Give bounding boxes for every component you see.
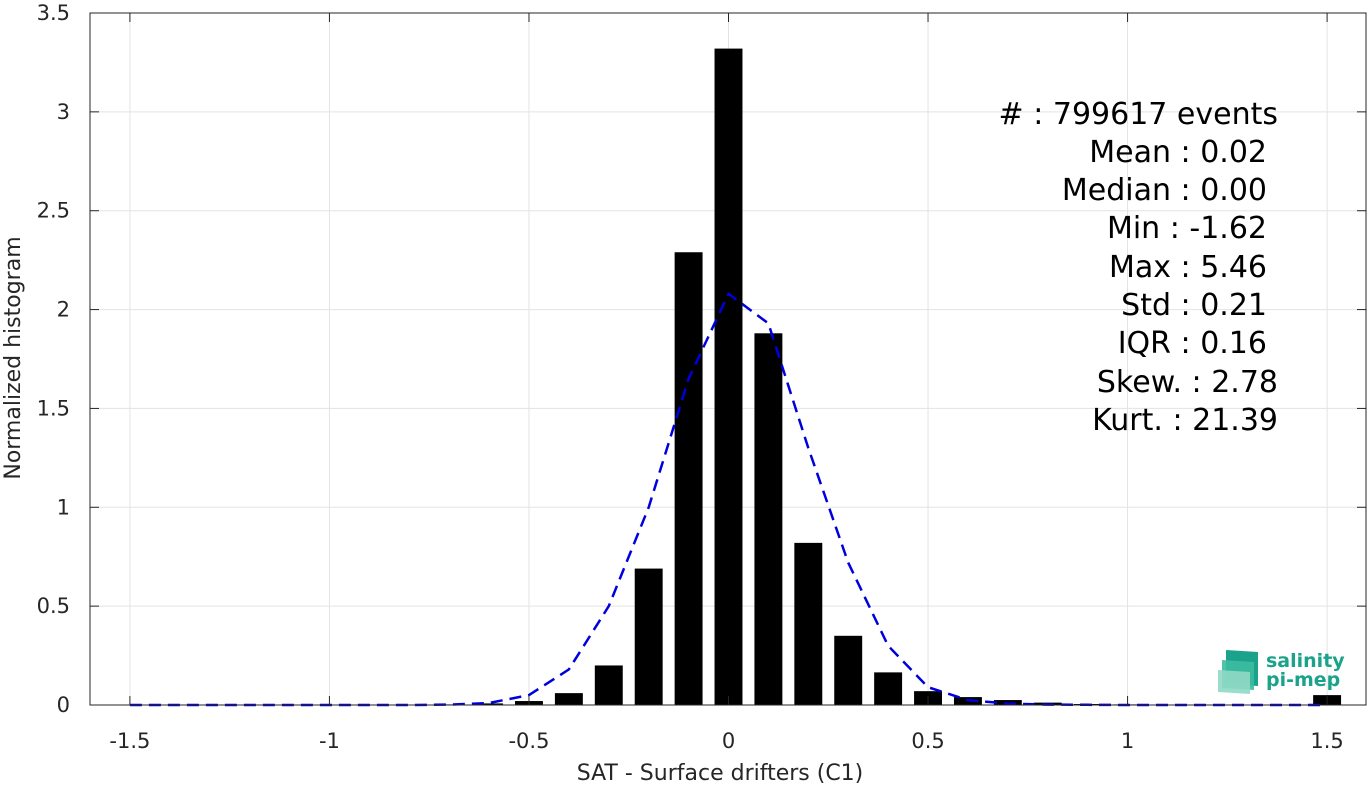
x-tick-label: 0 — [722, 729, 735, 753]
y-tick-label: 0 — [57, 693, 70, 717]
histogram-bar — [475, 703, 504, 705]
stat-line: Median : 0.00 — [1062, 173, 1267, 208]
x-ticks: -1.5 -1 -0.5 0 0.5 1 1.5 — [109, 13, 1344, 753]
x-tick-label: 1 — [1121, 729, 1134, 753]
y-tick-label: 1 — [57, 495, 70, 519]
y-tick-label: 2 — [57, 298, 70, 322]
x-tick-label: -0.5 — [508, 729, 549, 753]
histogram-bar — [594, 665, 623, 705]
x-tick-label: -1.5 — [109, 729, 150, 753]
y-tick-label: 0.5 — [37, 594, 70, 618]
y-tick-label: 3 — [57, 100, 70, 124]
stat-line: IQR : 0.16 — [1118, 326, 1267, 361]
logo-line-salinity: salinity — [1266, 650, 1345, 672]
y-ticks: 0 0.5 1 1.5 2 2.5 3 3.5 — [37, 1, 1366, 717]
stat-line: Skew. : 2.78 — [1097, 365, 1278, 400]
stat-line: # : 799617 events — [999, 97, 1278, 132]
x-tick-label: -1 — [319, 729, 340, 753]
histogram-bar — [674, 252, 703, 705]
histogram-bar — [834, 635, 863, 705]
logo-line-pimep: pi-mep — [1266, 669, 1340, 691]
x-tick-label: 0.5 — [911, 729, 944, 753]
histogram-bar — [634, 568, 663, 705]
histogram-bar — [794, 542, 823, 705]
y-tick-label: 3.5 — [37, 1, 70, 25]
x-tick-label: 1.5 — [1310, 729, 1343, 753]
stat-line: Mean : 0.02 — [1089, 135, 1267, 170]
y-axis-label: Normalized histogram — [1, 236, 26, 479]
y-tick-label: 1.5 — [37, 396, 70, 420]
x-axis-label: SAT - Surface drifters (C1) — [577, 761, 864, 785]
salinity-pi-mep-logo: salinity pi-mep — [1218, 650, 1345, 694]
stat-line: Std : 0.21 — [1121, 288, 1267, 323]
stat-line: Min : -1.62 — [1107, 211, 1267, 246]
histogram-bar — [554, 693, 583, 705]
logo-wave-icon — [1218, 650, 1258, 694]
histogram-bar — [874, 672, 903, 705]
histogram-bar — [714, 48, 743, 706]
histogram-bar — [754, 333, 783, 705]
y-tick-label: 2.5 — [37, 199, 70, 223]
histogram-bars — [435, 48, 1342, 706]
stat-line: Kurt. : 21.39 — [1092, 403, 1278, 438]
stat-line: Max : 5.46 — [1109, 250, 1267, 285]
